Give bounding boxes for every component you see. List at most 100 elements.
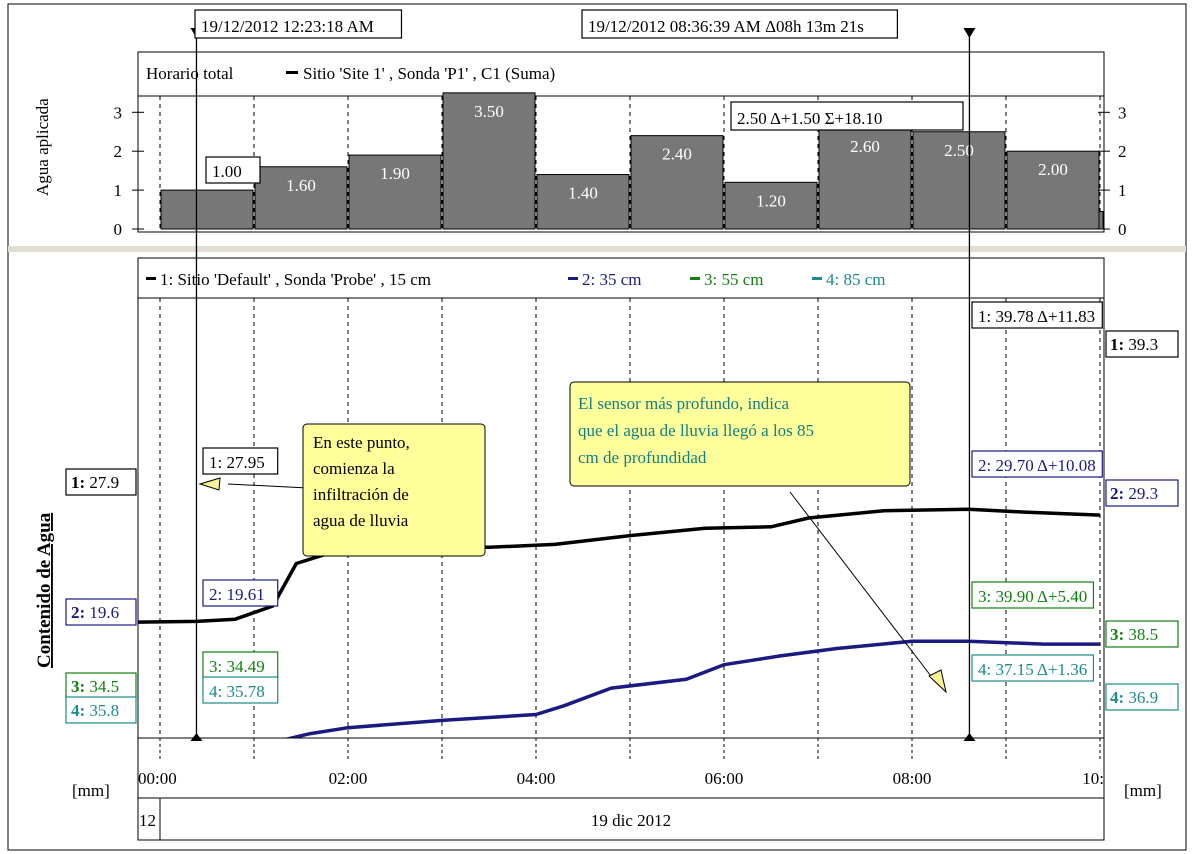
series-right-label-3: 3: 38.5 <box>1105 620 1179 648</box>
annotation-infiltration-line-2: comienza la <box>313 459 395 478</box>
bottom-legend-box <box>137 257 1105 299</box>
series-left-label-2: 2: 19.6 <box>65 598 137 626</box>
top-y-label: Agua aplicada <box>33 98 52 196</box>
x-tick-label-5: 10: <box>1082 769 1104 788</box>
date-left-label: 12 <box>139 811 156 830</box>
series-cursor-left-1-box <box>202 447 279 475</box>
series-right-label-4: 4: 36.9 <box>1105 683 1179 711</box>
cursor-left-handle-bottom[interactable] <box>190 733 203 741</box>
series-right-label-2: 2: 29.3 <box>1105 479 1179 507</box>
bar-label-1: 1.60 <box>286 176 316 195</box>
x-tick-label-0: 00:00 <box>138 769 177 788</box>
series-left-label-4: 4: 35.8 <box>65 696 137 724</box>
series-cursor-left-4: 4: 35.78 <box>209 682 265 701</box>
series-left-value-1: 27.9 <box>85 473 119 492</box>
top-cursor-right-readout-box <box>730 101 964 131</box>
svg-text:3: 38.5: 3: 38.5 <box>1110 625 1158 644</box>
series-right-value-4: 36.9 <box>1124 688 1158 707</box>
legend-entry-2: 2: 35 cm <box>582 270 642 289</box>
x-tick-label-1: 02:00 <box>329 769 368 788</box>
annotation-deep-sensor <box>569 381 911 487</box>
legend-swatch-3 <box>690 277 700 280</box>
series-cursor-left-2: 2: 19.61 <box>209 585 265 604</box>
top-ytick-label-left: 2 <box>114 142 123 161</box>
series-right-id-3: 3: <box>1110 625 1124 644</box>
bar-1 <box>254 166 348 230</box>
series-cursor-left-1: 1: 27.95 <box>209 453 265 472</box>
series-left-label-3: 3: 34.5 <box>65 672 137 700</box>
unit-left: [mm] <box>72 781 110 800</box>
series-right-value-3: 38.5 <box>1124 625 1158 644</box>
top-ytick-label-right: 3 <box>1118 103 1127 122</box>
svg-text:1: 27.9: 1: 27.9 <box>71 473 119 492</box>
series-right-id-4: 4: <box>1110 688 1124 707</box>
bar-7 <box>818 127 912 230</box>
cursor-right-handle-bottom[interactable] <box>963 733 976 741</box>
svg-text:1: 39.3: 1: 39.3 <box>1110 335 1158 354</box>
top-legend-box <box>137 51 1105 97</box>
annotation-infiltration-line-1: En este punto, <box>313 433 410 452</box>
x-tick-label-2: 04:00 <box>517 769 556 788</box>
svg-text:2: 19.6: 2: 19.6 <box>71 603 119 622</box>
series-cursor-left-3: 3: 34.49 <box>209 657 265 676</box>
bar-label-9: 2.00 <box>1038 160 1068 179</box>
bar-2 <box>348 154 442 230</box>
series-cursor-right-4: 4: 37.15 Δ+1.36 <box>978 660 1087 679</box>
series-right-id-2: 2: <box>1110 484 1124 503</box>
annotation-infiltration-line-4: agua de lluvia <box>313 511 409 530</box>
top-legend-swatch <box>286 71 298 74</box>
bottom-plot-area <box>137 297 1105 739</box>
top-ytick-label-left: 3 <box>114 103 123 122</box>
svg-text:2: 29.3: 2: 29.3 <box>1110 484 1158 503</box>
bar-8 <box>912 131 1006 230</box>
bar-6 <box>724 181 818 230</box>
date-center-label: 19 dic 2012 <box>591 811 671 830</box>
top-legend-prefix: Horario total <box>146 64 234 83</box>
series-cursor-right-3-box <box>971 581 1095 609</box>
cursor-left-time: 19/12/2012 12:23:18 AM <box>201 17 374 36</box>
legend-swatch-2 <box>568 277 578 280</box>
series-line-1 <box>137 507 1101 624</box>
bottom-y-label: Contenido de Agua <box>34 512 55 668</box>
bar-9 <box>1006 150 1100 230</box>
cursor-right-time-box <box>581 9 898 39</box>
annotation-deep-sensor-line-2: que el agua de lluvia llegó a los 85 <box>578 421 814 440</box>
x-axis-box <box>137 737 1105 799</box>
bar-label-7: 2.60 <box>850 137 880 156</box>
annotation-deep-sensor-line-1: El sensor más profundo, indica <box>578 394 789 413</box>
legend-entry-1: 1: Sitio 'Default' , Sonda 'Probe' , 15 … <box>160 270 431 289</box>
bar-5 <box>630 135 724 230</box>
legend-entry-3: 3: 55 cm <box>704 270 764 289</box>
series-cursor-right-1-box <box>971 301 1103 329</box>
svg-text:4: 35.8: 4: 35.8 <box>71 701 119 720</box>
series-right-value-1: 39.3 <box>1124 335 1158 354</box>
series-left-value-4: 35.8 <box>85 701 119 720</box>
legend-entry-4: 4: 85 cm <box>826 270 886 289</box>
bar-label-4: 1.40 <box>568 184 598 203</box>
series-left-value-2: 19.6 <box>85 603 119 622</box>
series-cursor-right-2-box <box>971 450 1103 478</box>
bar-label-5: 2.40 <box>662 145 692 164</box>
top-legend-series: Sitio 'Site 1' , Sonda 'P1' , C1 (Suma) <box>303 64 555 83</box>
top-cursor-left-readout-box <box>205 156 261 184</box>
x-tick-label-3: 06:00 <box>705 769 744 788</box>
cursor-right-time: 19/12/2012 08:36:39 AM Δ08h 13m 21s <box>588 17 864 36</box>
cursor-right-handle-top[interactable] <box>963 28 976 38</box>
series-right-id-1: 1: <box>1110 335 1124 354</box>
top-cursor-right-readout: 2.50 Δ+1.50 Σ+18.10 <box>737 109 882 128</box>
svg-text:3: 34.5: 3: 34.5 <box>71 677 119 696</box>
svg-text:4: 36.9: 4: 36.9 <box>1110 688 1158 707</box>
bar-label-6: 1.20 <box>756 191 786 210</box>
annotation-deep-sensor-line-3: cm de profundidad <box>578 448 707 467</box>
series-cursor-right-2: 2: 29.70 Δ+10.08 <box>978 456 1096 475</box>
x-tick-label-4: 08:00 <box>893 769 932 788</box>
series-cursor-right-1: 1: 39.78 Δ+11.83 <box>978 307 1095 326</box>
bar-label-3: 3.50 <box>474 102 504 121</box>
series-left-label-1: 1: 27.9 <box>65 468 137 496</box>
series-left-id-1: 1: <box>71 473 85 492</box>
series-left-id-4: 4: <box>71 701 85 720</box>
date-axis-box <box>137 797 1105 841</box>
bar-label-2: 1.90 <box>380 164 410 183</box>
series-left-value-3: 34.5 <box>85 677 119 696</box>
